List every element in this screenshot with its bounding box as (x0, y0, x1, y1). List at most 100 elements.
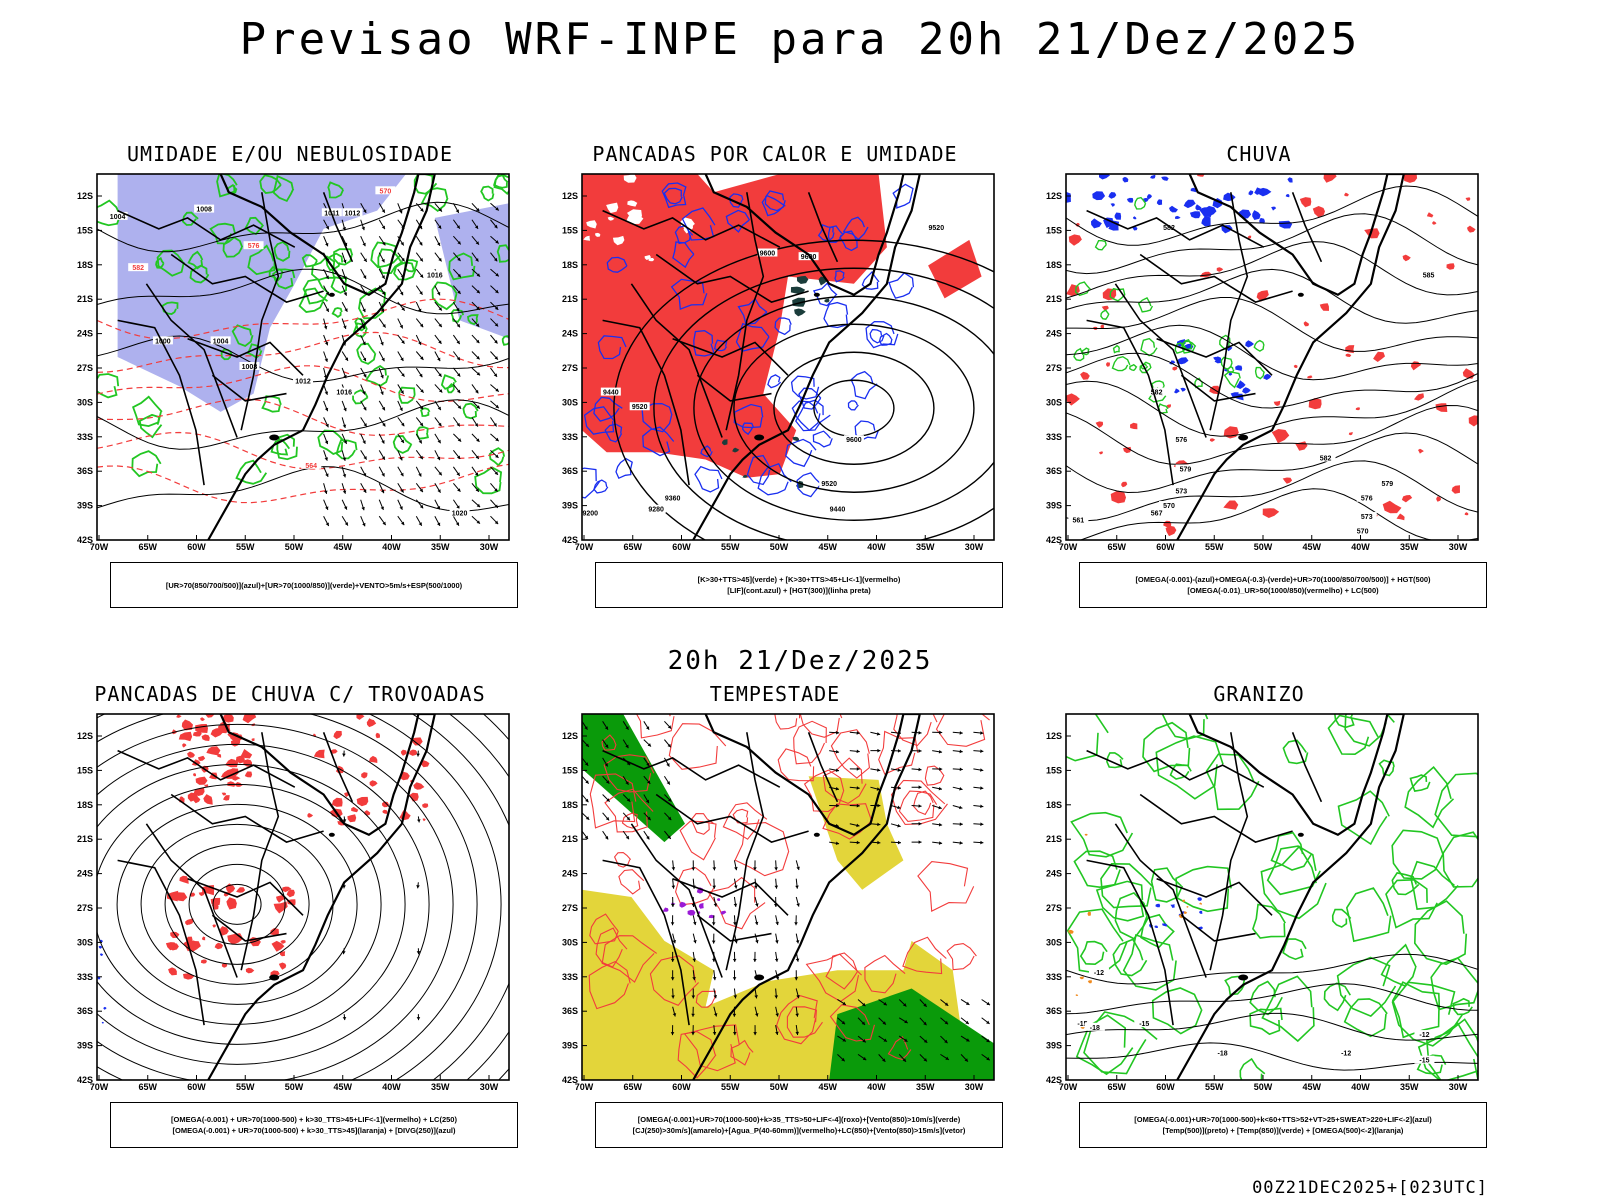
storm-red (179, 796, 184, 801)
lon-label: 55W (721, 1082, 740, 1092)
wind-vector (382, 241, 386, 246)
contour-label-bg (194, 204, 215, 213)
storm-red (227, 933, 244, 945)
temp850-contour (1083, 1011, 1158, 1075)
temp500-line (1066, 1012, 1478, 1041)
storm-red (251, 738, 255, 742)
wind-vector (667, 835, 671, 839)
rain-red (1396, 513, 1405, 521)
temp850-contour (1095, 880, 1145, 922)
contour-label-bg (1134, 1019, 1155, 1028)
instability-green (732, 447, 740, 453)
contour-label: -15 (1419, 1058, 1429, 1065)
storm-red (409, 792, 419, 802)
storm-red (286, 889, 295, 898)
border-line (1114, 823, 1207, 978)
contour-label: 9520 (821, 481, 837, 488)
rain-red (1308, 398, 1322, 410)
lif-contour (791, 400, 821, 432)
wind-vector (986, 1056, 990, 1061)
contour-label-bg (152, 336, 173, 345)
wind-vector (476, 372, 481, 376)
map-layers (97, 714, 509, 1080)
pwat-contour (825, 952, 859, 990)
rh-low-contour (488, 447, 506, 467)
storm-red (351, 806, 359, 813)
temp850-contour (1266, 845, 1321, 896)
wind-vector (856, 823, 860, 828)
wind-vector (692, 976, 696, 981)
wind-vector (882, 1058, 886, 1062)
contour-label: 570 (380, 188, 392, 195)
pwat-contour (898, 790, 938, 822)
storm-red (333, 730, 342, 740)
contour-label: 579 (1382, 481, 1394, 488)
lif-contour (641, 402, 673, 433)
wind-vector (753, 958, 757, 962)
rh-low-contour (231, 324, 254, 348)
border-line (240, 192, 280, 431)
rh-low-contour (462, 402, 479, 420)
rh-low-contour (493, 174, 509, 196)
contour-label-bg (342, 208, 363, 217)
temp850-contour (1434, 772, 1478, 838)
storm-red (422, 803, 429, 808)
wind-vector (363, 456, 367, 460)
storm-red (209, 772, 218, 780)
rh-low-contour (298, 287, 329, 313)
rain-red (1426, 212, 1434, 218)
wind-vector (877, 748, 881, 753)
rain-green (1254, 366, 1266, 380)
storm-red (356, 714, 365, 720)
wind-vector (419, 274, 424, 278)
contour-label-bg (1171, 435, 1192, 444)
rain-red (1344, 192, 1349, 197)
wind-vector (755, 903, 759, 907)
storm-red (210, 727, 224, 738)
lon-label: 45W (1302, 542, 1321, 552)
temp850-contour (1282, 739, 1309, 765)
lat-label: 18S (1046, 800, 1062, 810)
rain-red (1271, 429, 1290, 444)
hgt500-line (1066, 379, 1478, 437)
streamline (188, 863, 286, 945)
rain-green (1226, 365, 1235, 374)
pwat-contour (730, 1039, 754, 1066)
contour-label-bg (424, 270, 445, 279)
lif-contour (795, 399, 831, 432)
wind-vector (494, 488, 498, 492)
temp850-contour (1175, 865, 1232, 913)
wind-vector (438, 257, 442, 262)
storm-red (200, 717, 205, 721)
lat-label: 27S (562, 363, 578, 373)
lat-label: 30S (562, 937, 578, 947)
rh-low-contour (270, 438, 291, 456)
contour-label-bg (926, 222, 947, 231)
contour-label-bg (107, 211, 128, 220)
rain-red (1345, 353, 1352, 357)
temp850-contour (1073, 850, 1121, 889)
wind-vector (964, 1058, 968, 1062)
wind-vector (732, 958, 737, 962)
pwat-contour (887, 1036, 912, 1061)
pwat-contour (793, 720, 827, 765)
storm-red (201, 936, 206, 941)
temp850-contour (1270, 831, 1313, 871)
lat-label: 36S (562, 466, 578, 476)
contour-label-bg (1088, 967, 1109, 976)
rain-green (1223, 371, 1241, 389)
lat-label: 12S (77, 191, 93, 201)
lif-contour (735, 322, 770, 352)
border-line (187, 337, 304, 376)
rh-low-contour (273, 241, 291, 262)
lon-label: 35W (916, 1082, 935, 1092)
rain-red (1256, 290, 1269, 302)
map-frame (96, 173, 510, 541)
wind-vector (380, 308, 385, 313)
legend-line: [UR>70(850/700/500)](azul)+[UR>70(1000/8… (165, 580, 463, 590)
border-line (145, 283, 238, 438)
lat-label: 33S (77, 972, 93, 982)
contour-label: 582 (1163, 225, 1175, 232)
instability-green (792, 436, 800, 442)
